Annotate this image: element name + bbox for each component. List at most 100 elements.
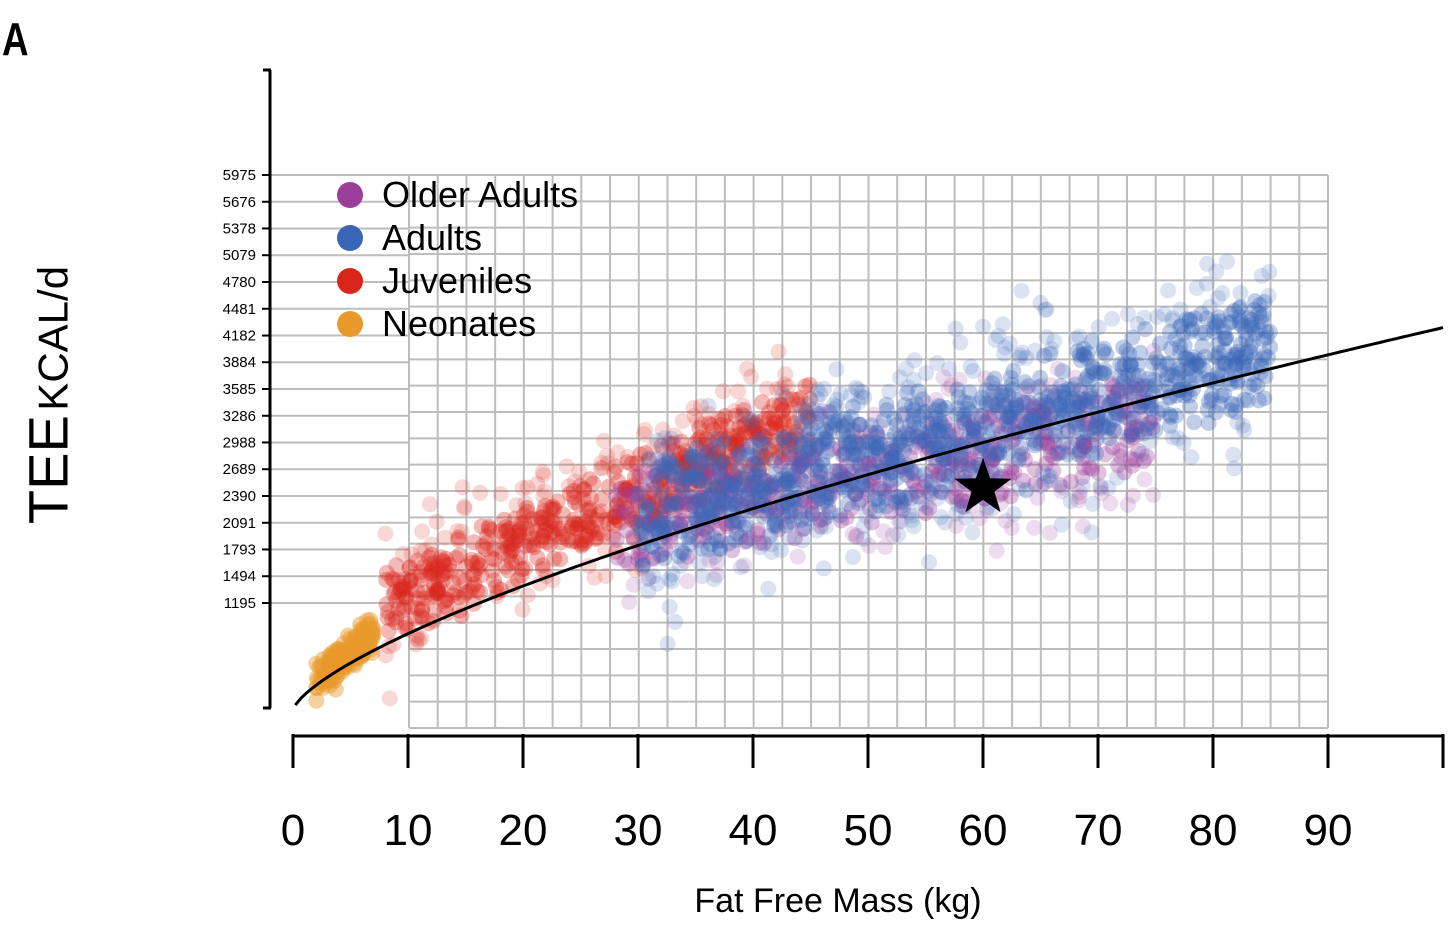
data-point [1021,395,1038,411]
data-point [640,450,657,467]
data-point [850,479,867,496]
data-point [498,523,515,540]
data-point [752,486,769,503]
data-point [854,434,871,451]
data-point [801,425,818,442]
data-point [633,477,650,494]
data-point [396,570,413,587]
data-point [429,585,446,601]
data-point [654,421,671,438]
data-point [712,426,729,443]
panel-letter: A [2,13,29,65]
data-point [600,478,617,495]
data-point [1053,516,1070,533]
data-point [971,394,988,411]
data-point [722,435,739,452]
data-point [852,429,869,446]
data-point [646,485,663,502]
data-point [480,518,497,535]
data-point [653,437,670,454]
data-point [756,429,773,446]
data-point [654,509,671,526]
data-point [695,463,712,480]
data-point [1033,377,1050,394]
data-point [948,489,965,506]
data-point [1015,472,1032,489]
data-point [645,507,662,524]
data-point [599,455,616,472]
data-point [794,444,811,461]
data-point [944,452,961,468]
data-point [872,436,889,453]
data-point [886,410,903,427]
data-point [904,472,921,489]
data-point [575,481,592,498]
data-point [1013,282,1030,299]
data-point [397,590,414,607]
data-point [443,563,460,580]
data-point [1135,452,1152,469]
data-point [678,471,694,488]
data-point [882,476,899,493]
data-point [519,587,536,604]
data-point [947,320,964,337]
data-point [623,511,640,528]
data-point [585,475,602,492]
data-point [1053,444,1070,461]
data-point [932,483,949,500]
data-point [838,509,855,526]
y-tick-label: 1793 [223,541,256,558]
data-point [1028,406,1045,423]
data-point [888,417,905,434]
data-point [741,530,758,547]
data-point [313,657,330,674]
data-point [727,407,744,424]
grid [268,174,1329,729]
data-point [517,495,534,512]
data-point [850,416,867,433]
data-point [1042,406,1059,423]
series-adults [631,253,1279,652]
data-point [759,380,776,397]
data-point [498,532,515,549]
data-point [806,450,823,467]
data-point [855,518,872,535]
data-point [883,448,900,465]
data-point [583,490,599,507]
data-point [355,621,372,638]
data-point [943,377,960,394]
data-point [832,385,849,402]
data-point [681,449,697,465]
data-point [957,509,974,526]
data-point [428,585,445,602]
data-point [808,437,825,454]
y-axis-label: TEE KCAL/d [16,266,81,524]
data-point [648,509,664,526]
data-point [869,428,886,445]
data-point [711,452,728,469]
data-point [622,486,639,503]
data-point [745,423,762,440]
data-point [416,558,432,575]
data-point [624,528,641,545]
data-point [801,412,818,429]
data-point [745,448,762,465]
data-point [952,456,969,473]
data-point [1003,464,1020,481]
data-point [568,520,585,537]
data-point [402,572,419,589]
data-point [1206,323,1223,340]
data-point [880,441,897,457]
data-point [948,458,965,475]
data-point [549,520,566,537]
data-point [445,587,462,604]
data-point [1138,420,1155,437]
data-point [649,432,665,449]
data-point [666,427,683,444]
data-point [714,411,731,428]
data-point [865,474,882,491]
data-point [323,645,340,662]
data-point [743,368,759,385]
data-point [731,432,748,449]
data-point [362,611,379,628]
